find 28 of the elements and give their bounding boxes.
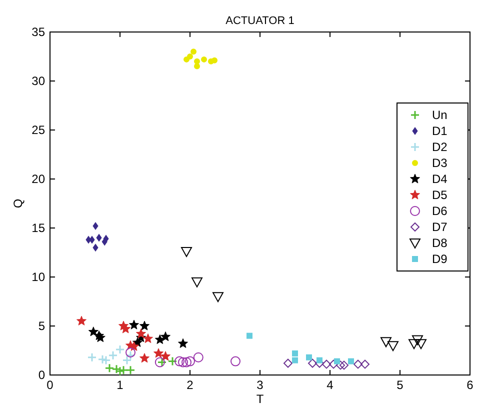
x-tick-label: 0: [46, 378, 54, 392]
legend-label: D6: [432, 204, 448, 218]
y-tick-label: 25: [32, 123, 46, 137]
legend-label: D4: [432, 172, 448, 186]
y-tick-label: 10: [32, 270, 46, 284]
x-tick-label: 6: [466, 378, 474, 392]
x-tick-label: 4: [326, 378, 334, 392]
x-tick-label: 2: [186, 378, 194, 392]
x-tick-label: 1: [116, 378, 124, 392]
y-axis-title: Q: [11, 198, 25, 208]
x-tick-label: 3: [256, 378, 264, 392]
legend-label: D3: [432, 156, 448, 170]
legend-label: D2: [432, 140, 448, 154]
y-tick-label: 15: [32, 221, 46, 235]
y-tick-label: 30: [32, 74, 46, 88]
y-tick-label: 0: [38, 368, 46, 382]
legend-label: D1: [432, 124, 448, 138]
y-tick-label: 35: [32, 25, 46, 39]
legend-label: D8: [432, 236, 448, 250]
y-tick-label: 20: [32, 172, 46, 186]
y-tick-label: 5: [38, 319, 46, 333]
legend-label: D7: [432, 220, 448, 234]
legend-label: D5: [432, 188, 448, 202]
legend-label: Un: [432, 108, 448, 122]
x-tick-label: 5: [396, 378, 404, 392]
legend-label: D9: [432, 252, 448, 266]
chart-title: ACTUATOR 1: [226, 15, 294, 27]
x-axis-title: T: [256, 392, 264, 406]
